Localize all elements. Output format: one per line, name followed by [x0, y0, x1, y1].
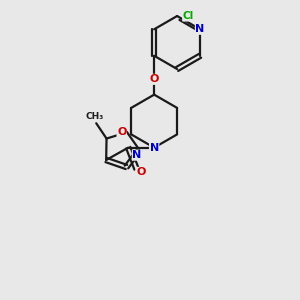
Text: N: N: [149, 142, 159, 153]
Text: N: N: [132, 150, 142, 160]
Text: CH₃: CH₃: [85, 112, 104, 121]
Text: O: O: [117, 127, 126, 137]
Text: O: O: [136, 167, 146, 177]
Text: Cl: Cl: [183, 11, 194, 21]
Text: O: O: [149, 74, 159, 84]
Text: N: N: [195, 24, 205, 34]
